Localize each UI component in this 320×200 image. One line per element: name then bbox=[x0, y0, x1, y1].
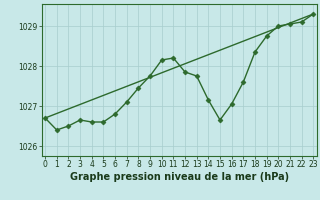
X-axis label: Graphe pression niveau de la mer (hPa): Graphe pression niveau de la mer (hPa) bbox=[70, 172, 289, 182]
